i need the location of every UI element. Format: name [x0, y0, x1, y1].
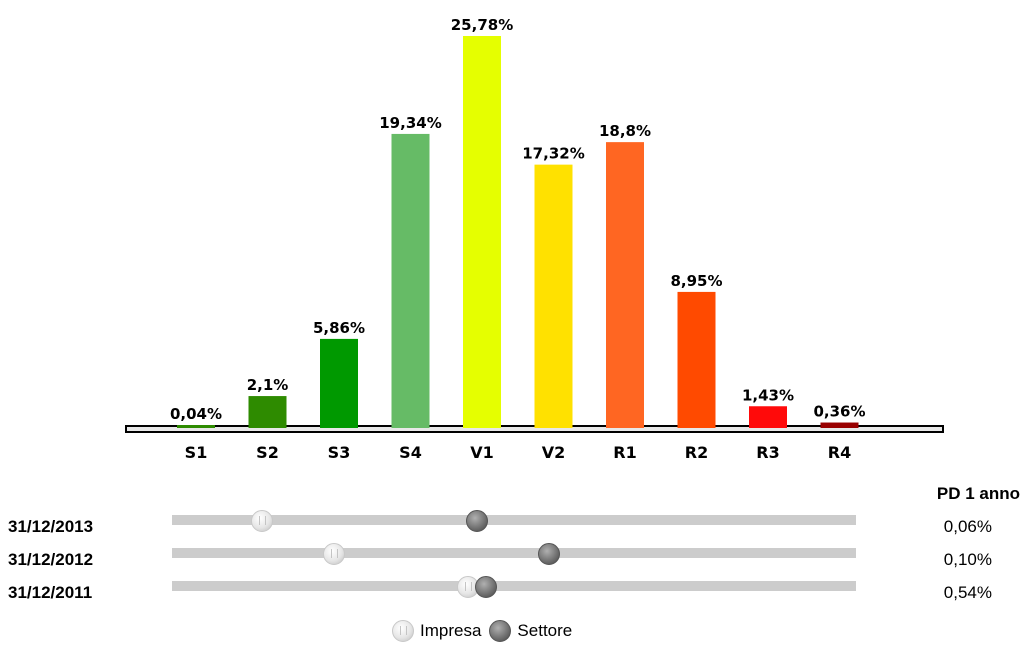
bar-r4 — [820, 422, 859, 428]
data-label-s1: 0,04% — [170, 405, 222, 423]
legend-impresa-label: Impresa — [420, 621, 482, 640]
row-pd-value: 0,10% — [943, 550, 992, 569]
data-label-v1: 25,78% — [451, 16, 513, 34]
bar-s4 — [391, 133, 430, 429]
category-label-r3: R3 — [756, 443, 779, 462]
pd-slider-track — [172, 543, 856, 565]
category-label-r2: R2 — [685, 443, 708, 462]
data-label-s4: 19,34% — [379, 114, 441, 132]
settore-marker-icon — [474, 576, 497, 598]
category-label-r4: R4 — [828, 443, 851, 462]
bar-r2 — [677, 291, 716, 428]
data-label-r1: 18,8% — [599, 122, 651, 140]
settore-marker-icon — [537, 543, 560, 565]
row-date: 31/12/2011 — [8, 583, 93, 602]
impresa-marker-icon — [322, 543, 345, 565]
category-label-v2: V2 — [542, 443, 566, 462]
category-label-s1: S1 — [185, 443, 208, 462]
bar-v2 — [534, 164, 573, 428]
impresa-marker-icon — [250, 510, 273, 532]
data-label-r3: 1,43% — [742, 386, 794, 404]
legend-settore-label: Settore — [517, 621, 573, 640]
row-date: 31/12/2012 — [8, 550, 94, 569]
category-label-r1: R1 — [613, 443, 636, 462]
data-label-s3: 5,86% — [313, 319, 365, 337]
bars-layer: 0,04% S1 2,1% S2 5,86% S3 19,34% S4 25,78% V1 17,3… — [170, 16, 866, 462]
bar-v1 — [463, 36, 501, 428]
data-label-r4: 0,36% — [813, 403, 865, 421]
data-label-r2: 8,95% — [670, 272, 722, 290]
bar-s3 — [320, 338, 358, 428]
bar-s1 — [177, 425, 215, 428]
row-date: 31/12/2013 — [8, 517, 94, 536]
category-label-s2: S2 — [256, 443, 279, 462]
row-pd-value: 0,06% — [943, 517, 992, 536]
data-label-s2: 2,1% — [247, 376, 289, 394]
pd-header: PD 1 anno — [936, 484, 1020, 503]
pd-slider-track — [172, 576, 856, 598]
category-label-v1: V1 — [470, 443, 494, 462]
impresa-legend-icon — [392, 620, 414, 642]
category-label-s3: S3 — [328, 443, 351, 462]
settore-legend-icon — [489, 620, 512, 642]
legend: Impresa Settore — [392, 620, 580, 642]
bar-s2 — [248, 396, 287, 428]
data-label-v2: 17,32% — [522, 145, 584, 163]
bar-chart: 0,04% S1 2,1% S2 5,86% S3 19,34% S4 25,78% V1 17,3… — [125, 16, 944, 462]
row-pd-value: 0,54% — [943, 583, 992, 602]
pd-slider-track — [172, 510, 856, 532]
category-label-s4: S4 — [399, 443, 422, 462]
settore-marker-icon — [466, 510, 489, 532]
bar-r3 — [749, 406, 787, 428]
bar-r1 — [606, 142, 644, 428]
